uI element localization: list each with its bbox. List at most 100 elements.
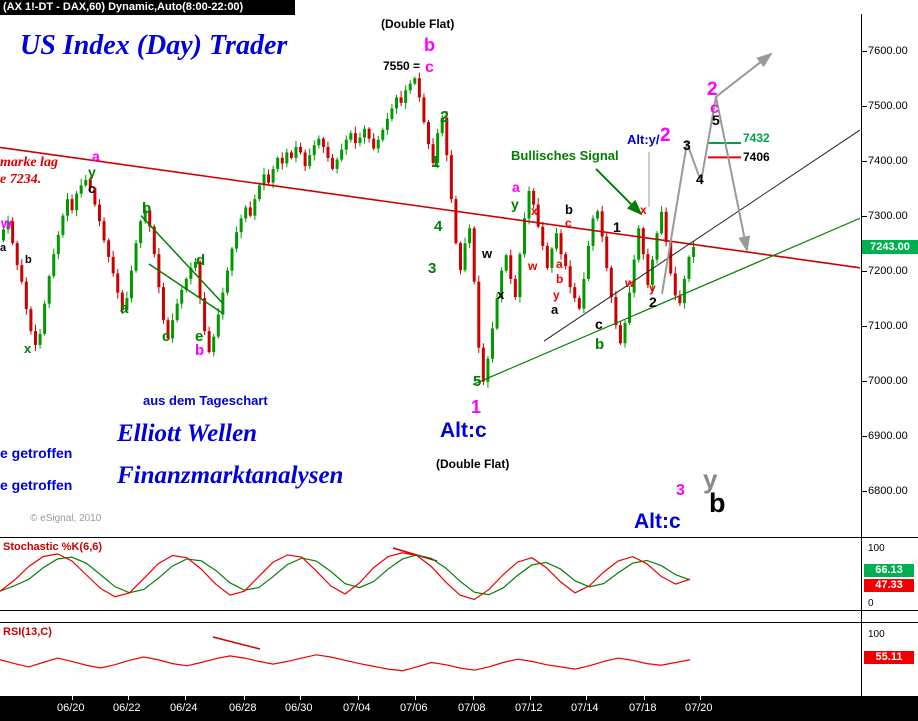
date-axis-label: 07/04 xyxy=(343,702,371,714)
price-axis-label: 7400.00 xyxy=(868,154,908,167)
wave-a-green: a xyxy=(120,300,129,317)
channel-green-lower xyxy=(148,263,224,315)
date-axis-tick xyxy=(700,696,701,700)
finanz-title: Finanzmarktanalysen xyxy=(117,462,344,489)
cutoff-getroffen-2: e getroffen xyxy=(0,477,73,493)
date-axis-label: 07/12 xyxy=(515,702,543,714)
wave-w-red-2: w xyxy=(625,276,635,290)
channel-green-upper xyxy=(140,215,224,305)
main-title: US Index (Day) Trader xyxy=(20,30,288,61)
wave-c-red-mid: c xyxy=(565,216,572,230)
wave-c-top: c xyxy=(425,59,434,76)
date-axis-tick xyxy=(185,696,186,700)
price-axis-label: 7600.00 xyxy=(868,44,908,57)
wave-a-black-far-left: a xyxy=(0,242,7,254)
date-axis-tick xyxy=(358,696,359,700)
price-axis-label: 7300.00 xyxy=(868,209,908,222)
price-axis-label: 7200.00 xyxy=(868,264,908,277)
stoch-divergence-line xyxy=(392,547,438,562)
wave-3-magenta-bottom: 3 xyxy=(676,482,685,499)
wave-1-green: 1 xyxy=(431,154,440,171)
date-axis-label: 06/28 xyxy=(229,702,257,714)
date-axis-label: 07/14 xyxy=(571,702,599,714)
alt-y-2: 2 xyxy=(660,125,671,146)
proj-2: 2 xyxy=(707,79,718,100)
date-axis-tick xyxy=(586,696,587,700)
price-axis[interactable]: 7600.00 7500.00 7400.00 7300.00 7200.00 7100.… xyxy=(862,0,918,696)
stochastic-label: Stochastic %K(6,6) xyxy=(3,541,103,553)
projection-crash-arrow xyxy=(715,96,751,253)
price-axis-tick xyxy=(862,105,867,107)
price-axis-tick xyxy=(862,270,867,272)
target-7432-label: 7432 xyxy=(743,131,770,145)
downtrend-red xyxy=(0,146,860,269)
wave-5-green: 5 xyxy=(473,373,482,390)
stochastic-k-line xyxy=(0,552,691,601)
wave-x-green-far-left: x xyxy=(24,341,32,356)
wave-b-top: b xyxy=(424,35,435,55)
wave-w-red-1: w xyxy=(528,259,538,273)
price-axis-tick xyxy=(862,160,867,162)
tageschart-label: aus dem Tageschart xyxy=(143,393,268,408)
alt-y-label: Alt:y/ xyxy=(627,132,660,147)
date-axis[interactable]: 06/20 06/22 06/24 06/28 06/30 07/04 07/06 07/08… xyxy=(0,696,918,721)
uptrend-black xyxy=(543,129,860,342)
elliott-title: Elliott Wellen xyxy=(117,420,258,447)
projection-zigzag xyxy=(661,52,773,294)
cutoff-7234: e 7234. xyxy=(0,172,42,187)
label-double-flat-top: (Double Flat) xyxy=(381,17,455,31)
wave-y-red-1: y xyxy=(553,288,560,302)
wave-w-magenta-far-left: w xyxy=(1,215,12,231)
price-axis-tick xyxy=(862,325,867,327)
price-axis-tick xyxy=(862,490,867,492)
date-axis-tick xyxy=(473,696,474,700)
date-axis-tick xyxy=(530,696,531,700)
price-axis-tick xyxy=(862,380,867,382)
stochastic-k-value-box: 47.33 xyxy=(864,579,914,592)
price-axis-label: 7000.00 xyxy=(868,374,908,387)
wave-a-magenta-left: a xyxy=(92,148,100,164)
wave-e-green: e xyxy=(195,328,204,345)
date-axis-tick xyxy=(644,696,645,700)
candlesticks xyxy=(2,72,696,388)
cutoff-marke-lag: marke lag xyxy=(0,155,58,170)
window-title-bar: (AX 1!-DT - DAX,60) Dynamic,Auto(8:00-22… xyxy=(0,0,295,15)
wave-y-red-2: y xyxy=(649,281,656,295)
current-price-box: 7243.00 xyxy=(862,240,918,254)
date-axis-label: 07/08 xyxy=(458,702,486,714)
rsi-axis-top: 100 xyxy=(868,629,885,640)
copyright-label: © eSignal, 2010 xyxy=(30,513,102,524)
date-axis-tick xyxy=(415,696,416,700)
proj-4: 4 xyxy=(696,171,704,187)
wave-2-green: 2 xyxy=(440,109,449,126)
rsi-line xyxy=(0,654,691,672)
wave-d-green: d xyxy=(196,252,206,269)
rsi-panel[interactable] xyxy=(0,623,860,695)
date-axis-label: 06/24 xyxy=(170,702,198,714)
stochastic-panel[interactable] xyxy=(0,538,860,610)
proj-c: c xyxy=(710,100,719,117)
wave-a-red: a xyxy=(556,257,563,271)
wave-b-green: b xyxy=(142,200,152,217)
price-axis-tick xyxy=(862,50,867,52)
rsi-value-box: 55.11 xyxy=(864,651,914,664)
wave-b-magenta: b xyxy=(195,342,205,359)
wave-w-black: w xyxy=(482,246,493,261)
wave-a-black-2: a xyxy=(551,302,559,317)
wave-a-magenta-mid: a xyxy=(512,179,520,195)
date-axis-label: 07/20 xyxy=(685,702,713,714)
wave-3-green: 3 xyxy=(428,260,437,277)
date-axis-label: 07/18 xyxy=(629,702,657,714)
alt-c-mid: Alt:c xyxy=(440,419,487,442)
wave-y-green-mid: y xyxy=(511,196,519,212)
price-axis-tick xyxy=(862,215,867,217)
rsi-label: RSI(13,C) xyxy=(3,626,52,638)
stochastic-axis-bottom: 0 xyxy=(868,598,874,609)
wave-c-green: c xyxy=(162,328,171,345)
alt-c-bottom: Alt:c xyxy=(634,510,681,533)
date-axis-tick xyxy=(244,696,245,700)
date-axis-tick xyxy=(128,696,129,700)
rsi-divergence-line xyxy=(212,636,261,650)
